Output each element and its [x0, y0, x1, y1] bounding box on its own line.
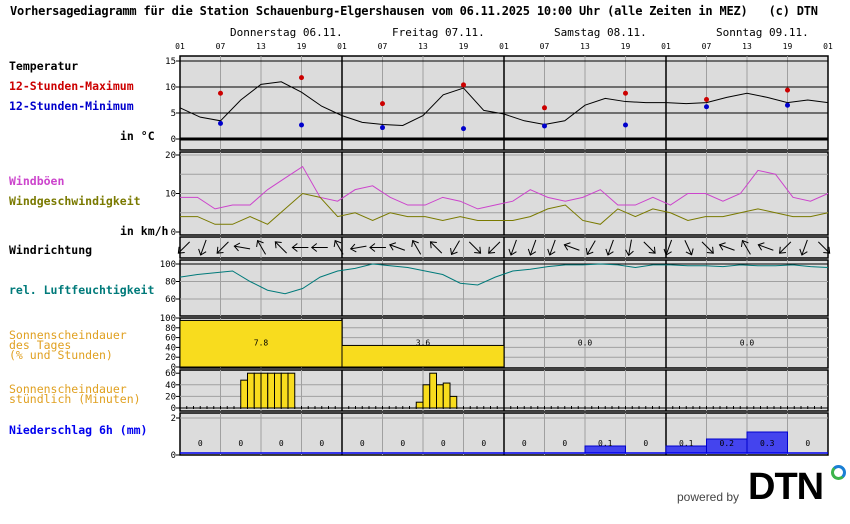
svg-text:0.2: 0.2	[720, 439, 735, 448]
svg-text:0: 0	[441, 439, 446, 448]
svg-text:0: 0	[238, 439, 243, 448]
hour-tick: 07	[215, 42, 226, 51]
label-wind-unit: in km/h	[120, 224, 169, 238]
label-precip: Niederschlag 6h (mm)	[9, 423, 148, 437]
hour-tick: 01	[337, 42, 347, 51]
svg-text:0.0: 0.0	[578, 339, 593, 348]
svg-text:0: 0	[198, 439, 203, 448]
label-min12: 12-Stunden-Minimum	[9, 99, 134, 113]
svg-text:0: 0	[171, 363, 176, 373]
label-temperature: Temperatur	[9, 59, 79, 73]
label-gusts: Windböen	[9, 174, 65, 188]
hour-tick: 07	[539, 42, 550, 51]
svg-text:10: 10	[165, 83, 176, 93]
svg-text:20: 20	[165, 151, 176, 161]
hour-tick: 13	[580, 42, 590, 51]
hour-tick: 13	[256, 42, 266, 51]
label-wind-direction: Windrichtung	[9, 243, 93, 257]
hour-tick: 07	[701, 42, 712, 51]
svg-text:40: 40	[165, 343, 176, 353]
hour-tick: 01	[175, 42, 185, 51]
svg-text:40: 40	[165, 381, 176, 391]
powered-by-text: powered by	[677, 490, 740, 504]
svg-text:3.6: 3.6	[416, 339, 431, 348]
svg-text:5: 5	[171, 109, 176, 119]
svg-text:0: 0	[171, 404, 176, 414]
label-wind-speed: Windgeschwindigkeit	[9, 194, 141, 208]
dtn-logo-dot-icon	[831, 465, 846, 480]
svg-text:60: 60	[165, 334, 176, 344]
hour-tick: 13	[418, 42, 428, 51]
svg-text:20: 20	[165, 392, 176, 402]
svg-text:0: 0	[171, 451, 176, 461]
svg-text:80: 80	[165, 278, 176, 288]
hour-tick: 07	[377, 42, 388, 51]
label-max12: 12-Stunden-Maximum	[9, 79, 134, 93]
svg-text:0.1: 0.1	[679, 439, 694, 448]
page-title: Vorhersagediagramm für die Station Schau…	[10, 4, 818, 18]
day-label-4: Sonntag 09.11.	[716, 26, 809, 39]
label-humidity: rel. Luftfeuchtigkeit	[9, 283, 155, 297]
svg-text:0.3: 0.3	[760, 439, 775, 448]
svg-text:0: 0	[562, 439, 567, 448]
label-sun-daily-3: (% und Stunden)	[9, 348, 113, 362]
hour-tick: 01	[823, 42, 833, 51]
svg-text:0: 0	[319, 439, 324, 448]
label-sun-daily-1: Sonnenscheindauer	[9, 328, 127, 342]
hour-tick: 13	[742, 42, 752, 51]
svg-text:0: 0	[279, 439, 284, 448]
dtn-logo: DTN	[748, 466, 824, 508]
svg-text:7.8: 7.8	[254, 339, 269, 348]
svg-text:0.0: 0.0	[740, 339, 755, 348]
label-temp-unit: in °C	[120, 129, 155, 143]
svg-text:10: 10	[165, 190, 176, 200]
svg-text:100: 100	[160, 314, 176, 324]
svg-text:0: 0	[805, 439, 810, 448]
svg-text:0: 0	[360, 439, 365, 448]
svg-text:2: 2	[171, 414, 176, 424]
hour-tick: 19	[458, 42, 469, 51]
hour-tick: 19	[620, 42, 631, 51]
svg-text:0: 0	[481, 439, 486, 448]
svg-text:0: 0	[171, 135, 176, 145]
svg-text:80: 80	[165, 324, 176, 334]
label-sun-hourly-1: Sonnenscheindauer	[9, 382, 127, 396]
svg-text:0: 0	[522, 439, 527, 448]
day-label-3: Samstag 08.11.	[554, 26, 647, 39]
label-sun-daily-2: des Tages	[9, 338, 72, 352]
svg-text:20: 20	[165, 353, 176, 363]
svg-text:0: 0	[171, 228, 176, 238]
svg-text:60: 60	[165, 295, 176, 305]
svg-text:60: 60	[165, 369, 176, 379]
svg-text:0: 0	[400, 439, 405, 448]
hour-tick: 01	[499, 42, 509, 51]
svg-text:100: 100	[160, 260, 176, 270]
day-label-2: Freitag 07.11.	[392, 26, 485, 39]
hour-tick: 19	[782, 42, 793, 51]
svg-text:0.1: 0.1	[598, 439, 613, 448]
hour-tick: 01	[661, 42, 671, 51]
label-sun-hourly-2: stündlich (Minuten)	[9, 392, 141, 406]
svg-text:15: 15	[165, 57, 176, 67]
day-label-1: Donnerstag 06.11.	[230, 26, 343, 39]
hour-tick: 19	[296, 42, 307, 51]
svg-text:0: 0	[643, 439, 648, 448]
